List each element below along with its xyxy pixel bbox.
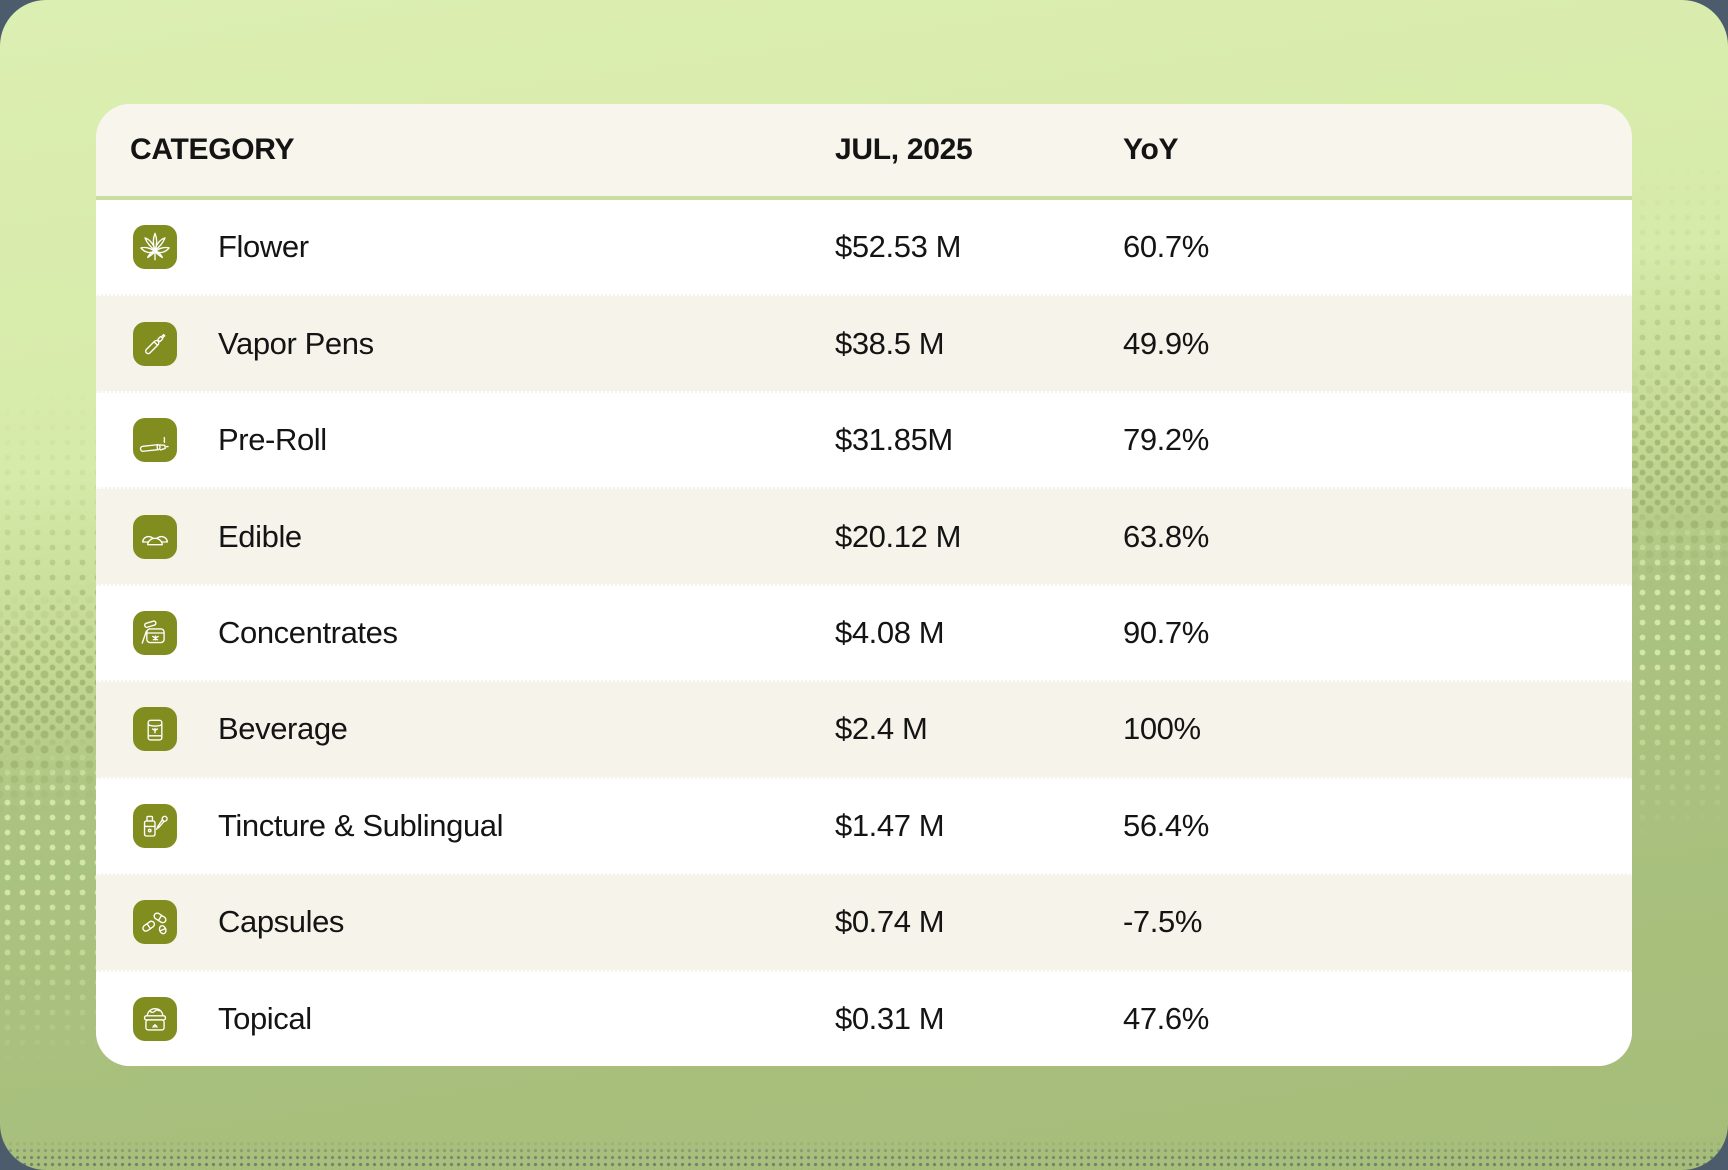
concentrates-icon: [133, 610, 177, 655]
pre-roll-icon: [133, 418, 177, 463]
edible-icon: [133, 514, 177, 559]
category-label: Edible: [218, 518, 302, 554]
yoy-value: 56.4%: [1123, 807, 1209, 843]
category-label: Flower: [218, 229, 309, 265]
category-label: Beverage: [218, 711, 348, 747]
table-row: Edible $20.12 M 63.8%: [96, 487, 1632, 584]
header-divider: [96, 196, 1632, 200]
sales-value: $0.31 M: [835, 1000, 945, 1036]
sales-value: $31.85M: [835, 422, 953, 458]
column-header-yoy: YoY: [1123, 133, 1179, 166]
category-label: Tincture & Sublingual: [218, 807, 504, 843]
table-row: Beverage $2.4 M 100%: [96, 680, 1632, 777]
sales-value: $0.74 M: [835, 904, 945, 940]
yoy-value: 63.8%: [1123, 518, 1209, 554]
category-cell: Topical: [130, 996, 835, 1041]
yoy-value: 100%: [1123, 711, 1201, 747]
sales-value: $20.12 M: [835, 518, 962, 554]
table-row: Concentrates $4.08 M 90.7%: [96, 583, 1632, 681]
table-row: Capsules $0.74 M -7.5%: [96, 873, 1632, 970]
yoy-value: -7.5%: [1123, 904, 1202, 940]
category-cell: Vapor Pens: [130, 321, 835, 366]
category-cell: Capsules: [130, 900, 835, 945]
table-row: Tincture & Sublingual $1.47 M 56.4%: [96, 776, 1632, 874]
category-label: Topical: [218, 1000, 312, 1036]
beverage-icon: [133, 707, 177, 752]
yoy-value: 79.2%: [1123, 422, 1209, 458]
category-cell: Edible: [130, 514, 835, 559]
vapor-pen-icon: [133, 321, 177, 366]
sales-value: $1.47 M: [835, 807, 945, 843]
category-sales-table-card: CATEGORY JUL, 2025 YoY Flower $52.53 M 60.…: [96, 104, 1632, 1066]
column-header-jul-2025: JUL, 2025: [835, 133, 973, 166]
column-header-category: CATEGORY: [130, 133, 295, 166]
sales-value: $52.53 M: [835, 229, 962, 265]
tincture-icon: [133, 803, 177, 848]
yoy-value: 49.9%: [1123, 325, 1209, 361]
table-body: Flower $52.53 M 60.7% Vapor Pens $38.5 M 49.9…: [96, 200, 1632, 1066]
flower-icon: [133, 225, 177, 270]
table-row: Flower $52.53 M 60.7%: [96, 200, 1632, 295]
table-header-row: CATEGORY JUL, 2025 YoY: [96, 104, 1632, 196]
topical-icon: [133, 996, 177, 1041]
sales-value: $4.08 M: [835, 614, 945, 650]
category-label: Concentrates: [218, 614, 398, 650]
yoy-value: 47.6%: [1123, 1000, 1209, 1036]
category-cell: Flower: [130, 225, 835, 270]
category-label: Capsules: [218, 904, 345, 940]
table-row: Pre-Roll $31.85M 79.2%: [96, 390, 1632, 488]
table-row: Topical $0.31 M 47.6%: [96, 969, 1632, 1066]
category-cell: Concentrates: [130, 610, 835, 655]
category-label: Vapor Pens: [218, 325, 374, 361]
category-cell: Tincture & Sublingual: [130, 803, 835, 848]
sales-value: $2.4 M: [835, 711, 928, 747]
category-label: Pre-Roll: [218, 422, 327, 458]
yoy-value: 90.7%: [1123, 614, 1209, 650]
halftone-bottom-strip: [0, 1140, 1728, 1170]
capsules-icon: [133, 900, 177, 945]
table-row: Vapor Pens $38.5 M 49.9%: [96, 294, 1632, 391]
sales-value: $38.5 M: [835, 325, 945, 361]
category-cell: Beverage: [130, 707, 835, 752]
category-cell: Pre-Roll: [130, 418, 835, 463]
yoy-value: 60.7%: [1123, 229, 1209, 265]
